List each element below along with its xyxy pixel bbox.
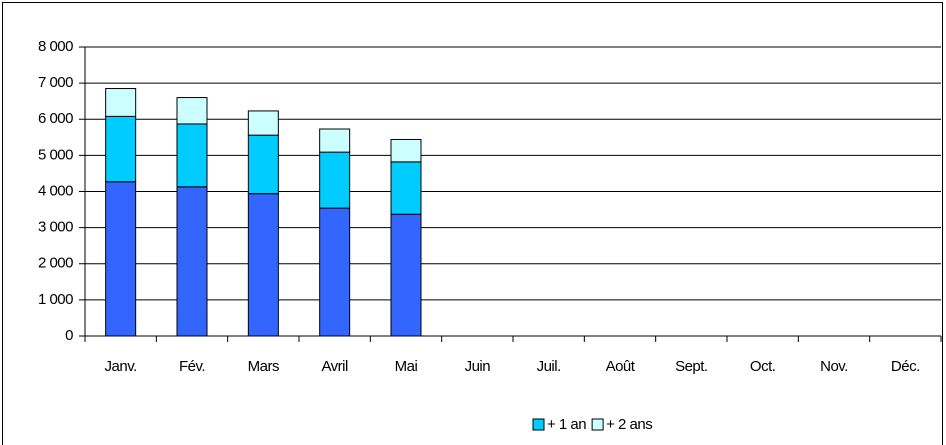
bar-segment xyxy=(390,138,422,163)
x-tick-label: Oct. xyxy=(750,358,776,375)
x-tick-label: Déc. xyxy=(891,358,920,375)
x-tick-label: Avril xyxy=(321,358,348,375)
bar-segment xyxy=(105,88,137,117)
bar-segment xyxy=(247,193,279,337)
bar-segment xyxy=(105,181,137,337)
legend-label: + 1 an xyxy=(547,416,586,433)
x-tick-label: Juil. xyxy=(537,358,561,375)
x-tick-label: Mars xyxy=(248,358,279,375)
y-tick-label: 0 xyxy=(65,327,73,344)
bar-segment xyxy=(105,115,137,183)
x-tick-label: Mai xyxy=(395,358,418,375)
y-tick-label: 3 000 xyxy=(38,219,73,236)
x-tick-label: Juin xyxy=(465,358,491,375)
y-tick-label: 2 000 xyxy=(38,255,73,272)
bar-segment xyxy=(390,161,422,215)
y-tick-label: 8 000 xyxy=(38,38,73,55)
y-tick-label: 7 000 xyxy=(38,74,73,91)
bar-segment xyxy=(247,110,279,136)
bar-segment xyxy=(176,123,208,188)
bar-segment xyxy=(390,213,422,337)
bar-segment xyxy=(319,128,351,153)
x-tick-label: Août xyxy=(606,358,636,375)
bar-segment xyxy=(176,186,208,337)
y-tick-label: 1 000 xyxy=(38,291,73,308)
bar-segment xyxy=(247,134,279,195)
x-tick-label: Nov. xyxy=(820,358,848,375)
x-tick-label: Fév. xyxy=(179,358,205,375)
x-tick-label: Sept. xyxy=(675,358,708,375)
legend-swatch xyxy=(591,418,604,431)
bar-segment xyxy=(319,207,351,337)
legend-swatch xyxy=(532,418,545,431)
y-tick-label: 5 000 xyxy=(38,146,73,163)
bar-segment xyxy=(176,97,208,125)
y-tick-label: 4 000 xyxy=(38,182,73,199)
y-tick-label: 6 000 xyxy=(38,110,73,127)
x-tick-label: Janv. xyxy=(105,358,137,375)
legend-label: + 2 ans xyxy=(606,416,652,433)
bar-segment xyxy=(319,151,351,209)
